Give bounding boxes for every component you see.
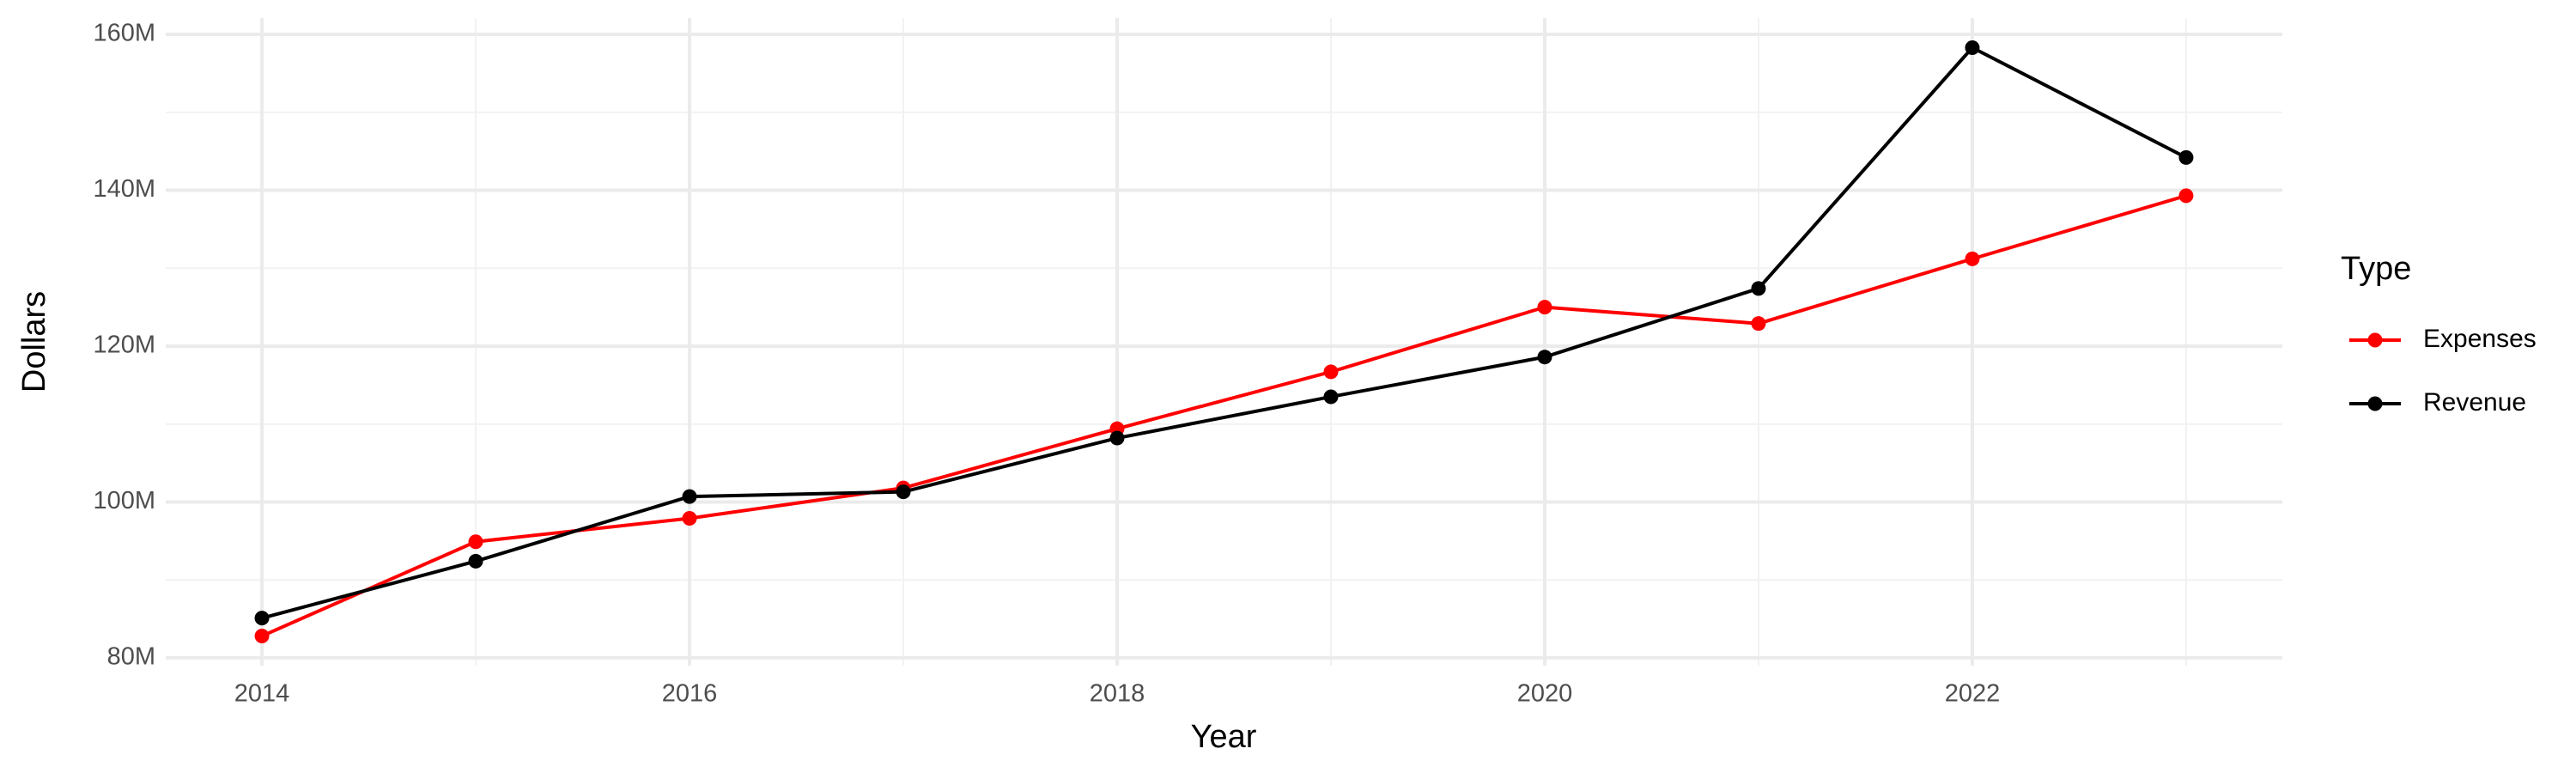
- data-point: [254, 629, 270, 644]
- data-point: [2178, 188, 2194, 204]
- legend-marker: [2367, 396, 2383, 411]
- data-point: [1751, 316, 1766, 332]
- data-point: [254, 611, 270, 626]
- x-tick-label: 2022: [1945, 680, 2001, 708]
- x-tick-label: 2014: [234, 680, 290, 708]
- data-point: [896, 484, 911, 500]
- data-point: [468, 534, 483, 550]
- legend-label: Revenue: [2423, 388, 2526, 417]
- y-tick-label: 140M: [93, 175, 155, 203]
- data-point: [1965, 251, 1980, 266]
- y-tick-label: 120M: [93, 332, 155, 359]
- data-point: [1323, 364, 1339, 380]
- y-axis-title: Dollars: [16, 291, 52, 393]
- legend-title: Type: [2341, 251, 2411, 287]
- y-tick-label: 160M: [93, 20, 155, 47]
- y-tick-label: 80M: [107, 643, 155, 671]
- legend-marker: [2367, 332, 2383, 348]
- data-point: [1965, 40, 1980, 55]
- data-point: [682, 489, 697, 504]
- series-line: [261, 45, 2187, 620]
- x-tick-label: 2018: [1090, 680, 1145, 708]
- y-tick-label: 100M: [93, 487, 155, 514]
- x-axis-title: Year: [1191, 719, 1257, 755]
- data-point: [1109, 430, 1125, 446]
- data-point: [1751, 281, 1766, 296]
- legend-label: Expenses: [2423, 325, 2537, 353]
- data-point: [682, 511, 697, 526]
- x-tick-label: 2016: [662, 680, 718, 708]
- data-point: [1323, 389, 1339, 405]
- data-point: [1537, 300, 1552, 315]
- data-point: [2178, 149, 2194, 165]
- x-tick-label: 2020: [1517, 680, 1573, 708]
- data-point: [1537, 350, 1552, 365]
- data-point: [468, 553, 483, 569]
